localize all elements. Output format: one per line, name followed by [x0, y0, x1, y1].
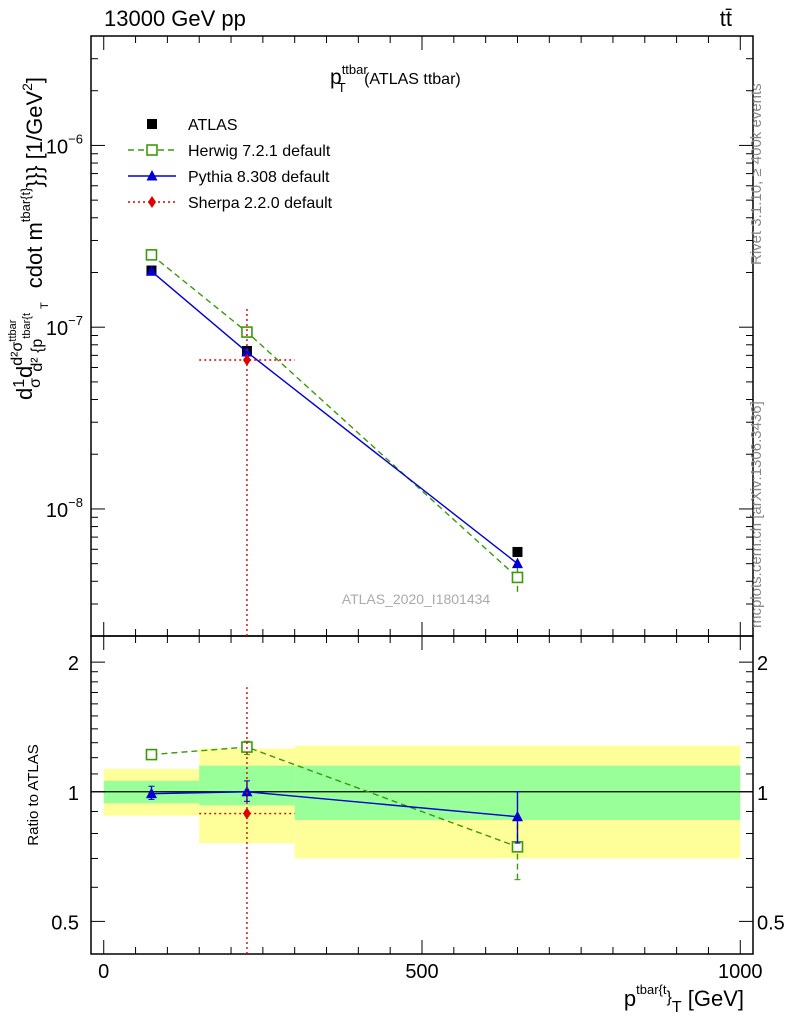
data-point [242, 353, 251, 366]
legend-label: Herwig 7.2.1 default [188, 143, 331, 160]
ratio-data-point [145, 787, 157, 799]
main-series [145, 249, 524, 636]
legend-item: ATLAS [147, 117, 238, 134]
ratio-data-point [242, 807, 251, 820]
header-right: tt̄ [720, 6, 732, 31]
ratio-y-tick-label-right: 2 [757, 653, 768, 675]
x-tick-label: 500 [405, 961, 438, 983]
main-y-tick-label: 10−8 [46, 495, 83, 522]
x-axis-label: ptbar{t}T [GeV] [624, 982, 744, 1016]
legend-marker [147, 119, 157, 129]
series-sherpa [199, 306, 295, 636]
ratio-y-tick-label-right: 1 [757, 783, 768, 805]
main-y-tick-label: 10−7 [46, 313, 83, 340]
ratio-data-point [241, 785, 253, 797]
main-y-tick-label: 10−6 [46, 131, 83, 158]
ratio-y-tick-label: 1 [68, 783, 79, 805]
series-line [151, 254, 518, 578]
main-ticks: 10−8 10−7 10−6 [46, 35, 753, 637]
series-pythia [145, 265, 523, 569]
x-tick-label: 1000 [718, 961, 763, 983]
series-herwig [145, 249, 524, 592]
legend-marker [146, 170, 158, 181]
data-point [145, 265, 157, 276]
header-left: 13000 GeV pp [104, 6, 246, 31]
data-point [512, 546, 523, 557]
title-sub: T [338, 80, 346, 95]
series-line [151, 270, 518, 565]
title-main: p [330, 66, 342, 89]
data-point [511, 571, 524, 584]
legend-marker [148, 196, 156, 208]
legend-label: Pythia 8.308 default [188, 169, 330, 186]
rivet-note: Rivet 3.1.10, ≥ 400k events [748, 83, 765, 265]
svg-text:d1σdd²σttbard² {ptbar{tTcdot m: d1σdd²σttbard² {ptbar{tTcdot mtbar{t}}}}… [7, 77, 51, 400]
legend-label: Sherpa 2.2.0 default [188, 195, 333, 212]
legend-item: Herwig 7.2.1 default [128, 143, 331, 160]
mcplots-note: mcplots.cern.ch [arXiv:1306.3436] [748, 401, 765, 628]
data-point [241, 326, 253, 338]
main-title: pttbar T (ATLAS ttbar) [330, 62, 461, 95]
ratio-data-point [511, 810, 523, 822]
data-point [241, 346, 253, 357]
legend-item: Pythia 8.308 default [128, 169, 330, 186]
legend-item: Sherpa 2.2.0 default [128, 195, 333, 212]
ratio-bands [91, 745, 753, 859]
ratio-y-tick-label: 2 [68, 653, 79, 675]
x-tick-label: 0 [98, 961, 109, 983]
ratio-series-sherpa [199, 687, 295, 954]
ratio-ylabel: Ratio to ATLAS [25, 744, 42, 845]
legend: ATLAS Herwig 7.2.1 default Pythia 8.308 de… [128, 117, 333, 212]
ratio-ticks: 0.5 0.5 1 1 2 2 0 500 1000 [51, 636, 785, 983]
legend-label: ATLAS [188, 117, 238, 134]
data-point [511, 557, 523, 569]
data-point [145, 249, 158, 261]
ratio-series-pythia [145, 780, 523, 844]
ratio-y-tick-label: 0.5 [51, 912, 79, 934]
legend-marker [146, 144, 158, 156]
analysis-watermark: ATLAS_2020_I1801434 [342, 591, 491, 607]
ratio-data-point [145, 748, 158, 761]
title-sup: ttbar [342, 62, 369, 77]
main-ylabel: d1σdd²σttbard² {ptbar{tTcdot mtbar{t}}}}… [7, 77, 51, 400]
title-rest: (ATLAS ttbar) [360, 71, 461, 88]
ratio-series [145, 687, 524, 954]
ratio-y-tick-label-right: 0.5 [757, 912, 785, 934]
